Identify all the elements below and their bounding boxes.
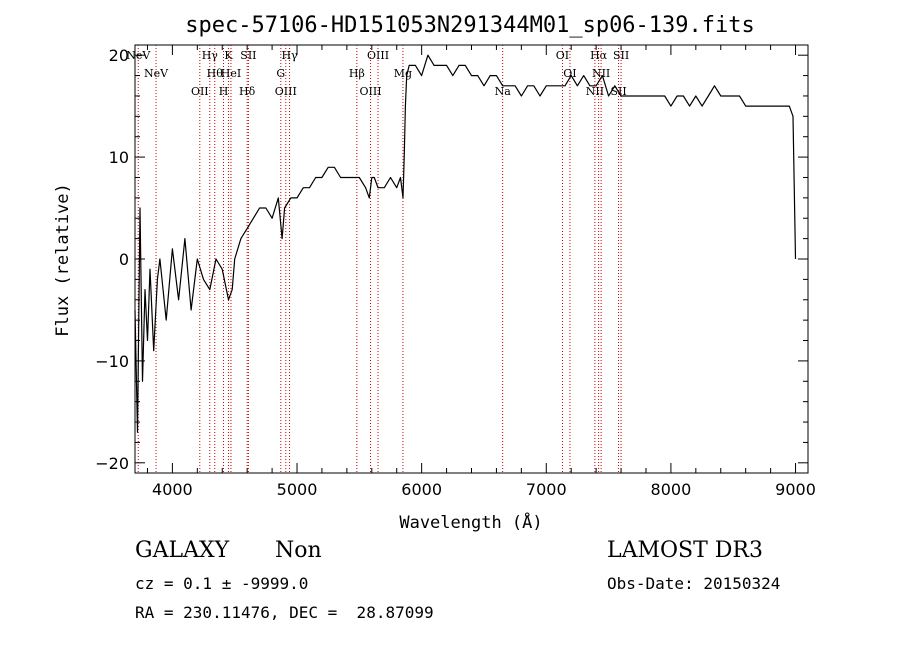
emission-line-label: OIII xyxy=(367,49,389,62)
emission-line-label: NII xyxy=(586,85,604,98)
emission-line-label: Hδ xyxy=(239,85,256,98)
x-tick-label: 8000 xyxy=(651,480,692,499)
emission-line-label: HeI xyxy=(221,67,241,80)
spectrum-series-layer xyxy=(134,54,797,433)
x-tick-label: 4000 xyxy=(152,480,193,499)
coordinates: RA = 230.11476, DEC = 28.87099 xyxy=(135,603,434,622)
emission-line-label: G xyxy=(276,67,285,80)
plot-frame xyxy=(134,44,809,474)
chart-title: spec-57106-HD151053N291344M01_sp06-139.f… xyxy=(185,13,755,38)
emission-line-label: Hα xyxy=(590,49,608,62)
obs-date: Obs-Date: 20150324 xyxy=(607,574,781,593)
emission-line-label: OI xyxy=(556,49,569,62)
x-tick-label: 9000 xyxy=(775,480,816,499)
y-tick-label: 10 xyxy=(109,148,129,167)
x-tick-label: 6000 xyxy=(401,480,442,499)
axis-ticks-layer: 4000 5000 6000 7000 8000 9000 −20 −10 0 10 20 xyxy=(95,45,816,499)
emission-line-label: K xyxy=(224,49,233,62)
emission-line-label: NII xyxy=(592,67,610,80)
emission-line-label: Mg xyxy=(394,67,412,80)
emission-line-label: OIII xyxy=(275,85,297,98)
x-axis-label: Wavelength (Å) xyxy=(399,511,542,533)
emission-line-label: OII xyxy=(191,85,209,98)
emission-line-label: OIII xyxy=(360,85,382,98)
y-tick-label: −10 xyxy=(95,352,129,371)
emission-lines-layer: NeVNeVOIIHγHθHKHeIHδSIIGOIIIHγHβOIIIOIII… xyxy=(126,45,629,473)
redshift-cz: cz = 0.1 ± -9999.0 xyxy=(135,574,309,593)
y-axis-label: Flux (relative) xyxy=(53,183,73,337)
emission-line-label: Hβ xyxy=(349,67,365,80)
emission-line-label: Na xyxy=(495,85,512,98)
object-class: GALAXY xyxy=(135,538,230,563)
y-tick-label: −20 xyxy=(95,454,129,473)
emission-line-label: OI xyxy=(563,67,576,80)
x-tick-label: 7000 xyxy=(526,480,567,499)
spectrum-line xyxy=(134,54,797,433)
emission-line-label: Hγ xyxy=(202,49,219,62)
object-subclass: Non xyxy=(275,538,322,563)
y-tick-label: 20 xyxy=(109,46,129,65)
emission-line-label: NeV xyxy=(144,67,169,80)
emission-line-label: Hγ xyxy=(281,49,298,62)
emission-line-label: SII xyxy=(613,49,629,62)
survey-name: LAMOST DR3 xyxy=(607,538,763,563)
emission-line-label: Hθ xyxy=(207,67,224,80)
emission-line-label: H xyxy=(219,85,229,98)
y-tick-label: 0 xyxy=(119,250,129,269)
x-tick-label: 5000 xyxy=(277,480,318,499)
emission-line-label: SII xyxy=(240,49,256,62)
